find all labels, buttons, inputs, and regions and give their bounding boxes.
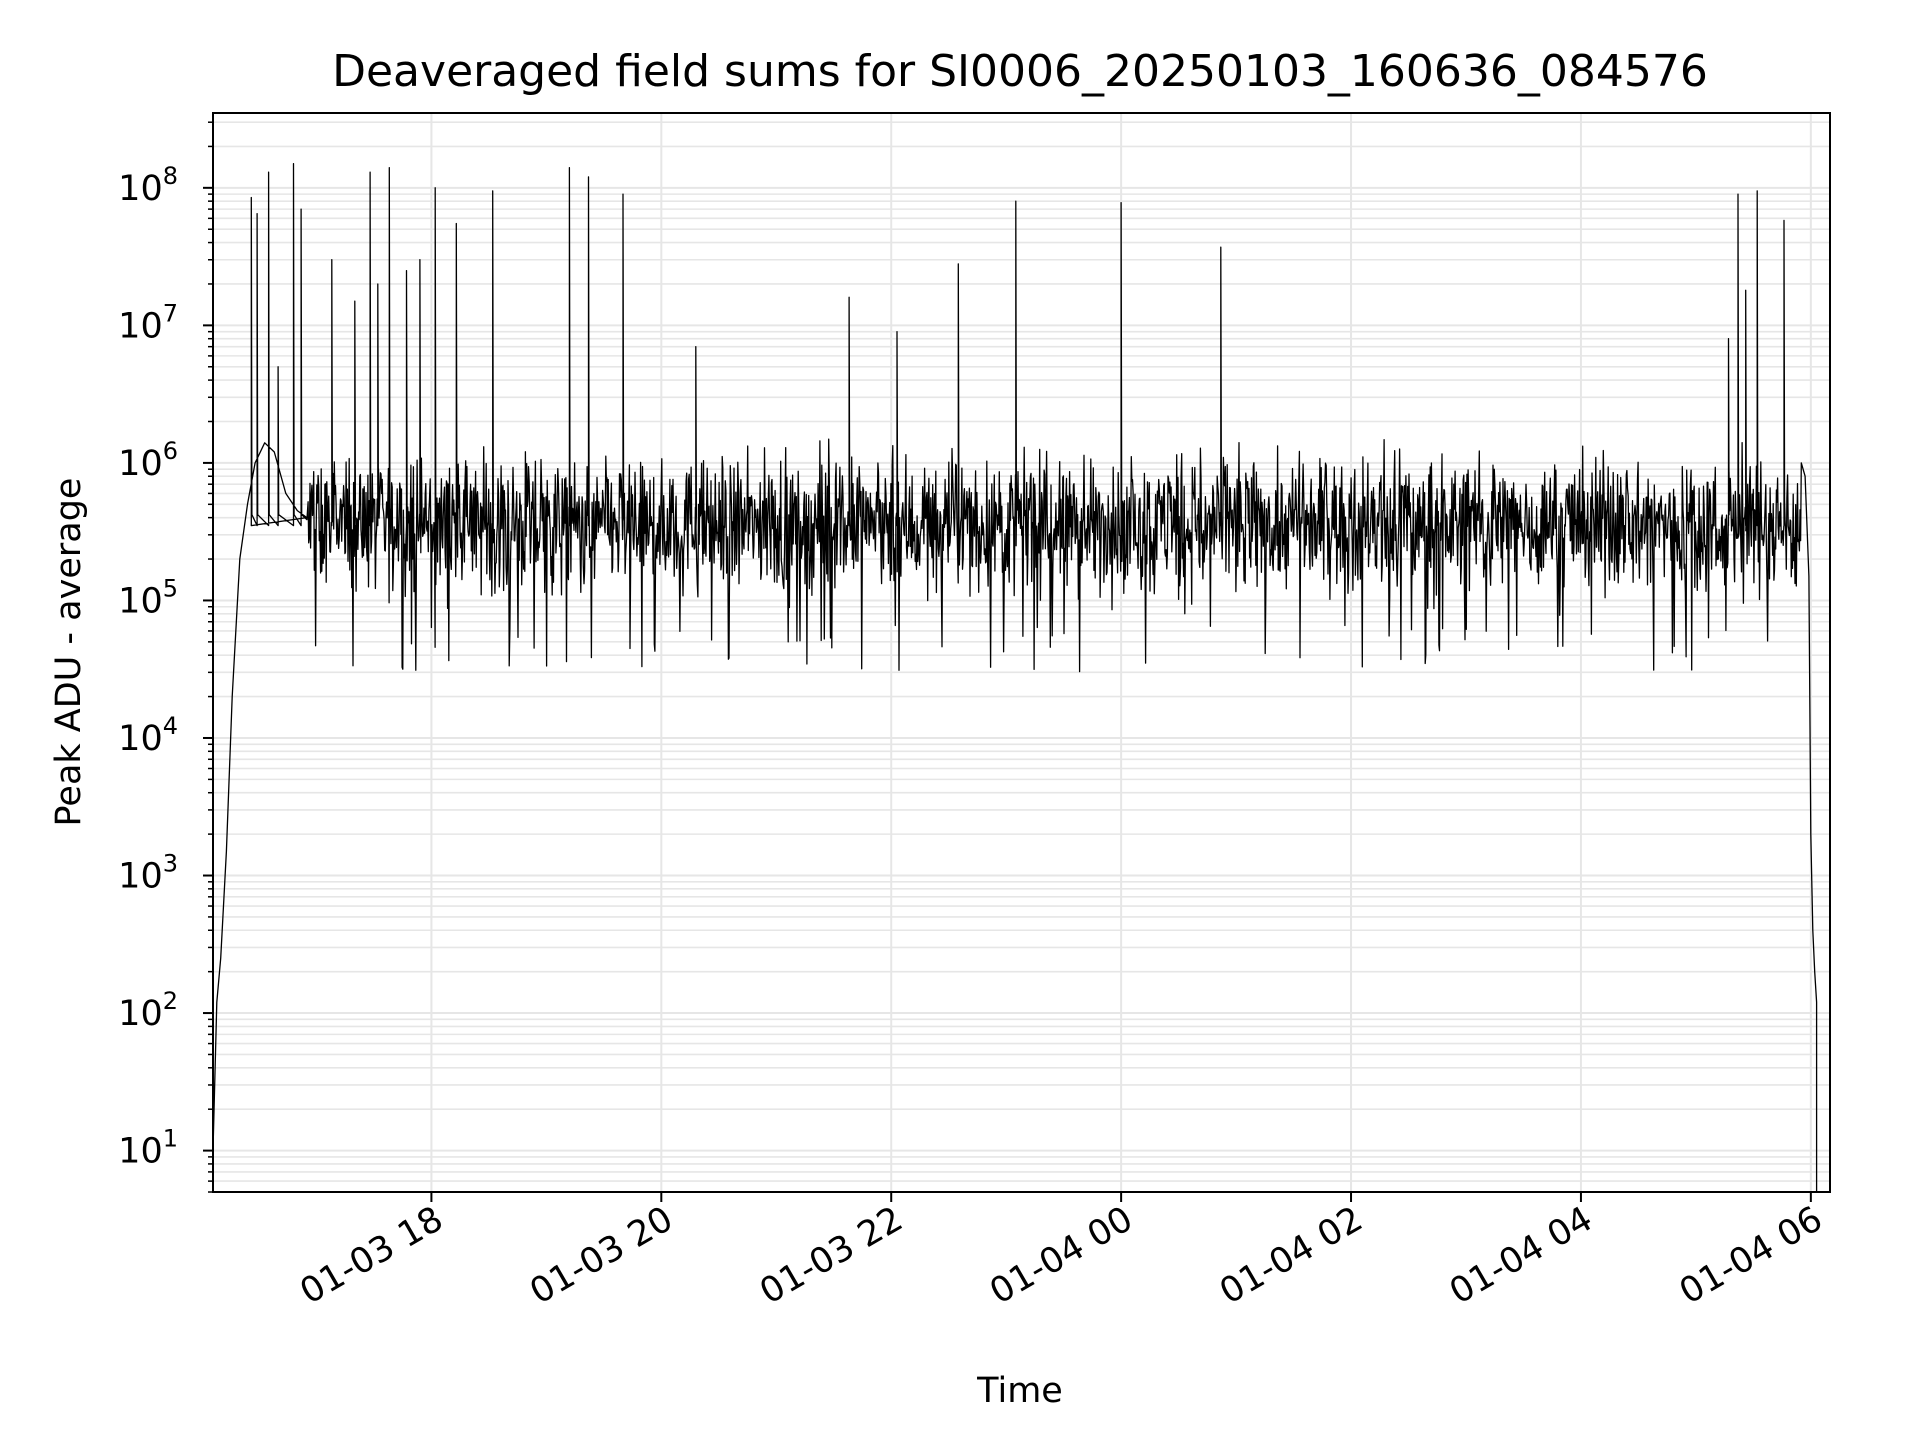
y-tick-label: 102 — [118, 987, 178, 1034]
x-axis-label: Time — [976, 1371, 1063, 1411]
x-ticks: 01-03 18 01-03 20 01-03 22 01-04 00 01-04 02… — [294, 1192, 1829, 1312]
chart-title: Deaveraged field sums for SI0006_2025010… — [332, 46, 1708, 97]
y-tick-label: 107 — [118, 299, 178, 346]
series-line — [212, 162, 1818, 1192]
grid-layer — [213, 113, 1830, 1193]
x-tick-label: 01-04 00 — [983, 1199, 1139, 1312]
y-tick-label: 108 — [118, 162, 178, 209]
plot-frame — [212, 112, 1831, 1193]
y-tick-label: 104 — [118, 712, 178, 759]
y-tick-label: 103 — [118, 850, 178, 897]
y-tick-label: 105 — [118, 574, 178, 621]
x-tick-label: 01-04 04 — [1443, 1199, 1599, 1312]
y-tick-label: 106 — [118, 437, 178, 484]
x-tick-label: 01-03 20 — [524, 1199, 680, 1312]
y-tick-label: 101 — [118, 1125, 178, 1172]
y-ticks: 101 102 103 104 105 106 107 108 — [118, 121, 213, 1193]
x-tick-label: 01-03 22 — [753, 1199, 909, 1312]
x-tick-label: 01-04 02 — [1213, 1199, 1369, 1312]
line-layer — [212, 162, 1818, 1192]
x-tick-label: 01-03 18 — [294, 1199, 450, 1312]
x-tick-label: 01-04 06 — [1673, 1199, 1829, 1312]
y-axis-label: Peak ADU - average — [49, 478, 89, 827]
